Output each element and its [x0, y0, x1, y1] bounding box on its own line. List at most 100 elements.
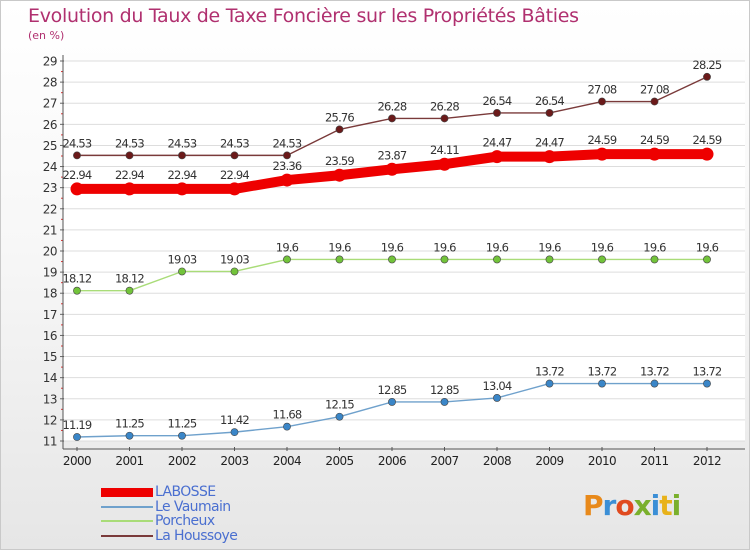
- x-tick-label: 2010: [588, 454, 616, 468]
- data-label-le-vaumain: 13.04: [483, 379, 512, 393]
- chart-title: Evolution du Taux de Taxe Foncière sur l…: [28, 5, 579, 27]
- y-tick-label: 22: [43, 202, 57, 216]
- x-tick-label: 2006: [378, 454, 406, 468]
- data-point-le-vaumain: [388, 398, 396, 406]
- data-label-le-vaumain: 13.72: [693, 365, 722, 379]
- data-label-porcheux: 19.6: [538, 240, 561, 254]
- data-point-la-houssoye: [493, 109, 501, 117]
- x-tick-label: 2007: [430, 454, 458, 468]
- data-label-la-houssoye: 24.53: [220, 136, 249, 150]
- data-point-porcheux: [703, 255, 711, 264]
- legend-swatch: [101, 520, 153, 522]
- logo-letter: i: [671, 489, 682, 522]
- data-point-le-vaumain: [545, 379, 554, 388]
- legend-label: Porcheux: [155, 513, 215, 529]
- data-label-le-vaumain: 11.42: [220, 413, 249, 427]
- logo-letter: r: [602, 489, 617, 522]
- legend-label: Le Vaumain: [155, 498, 231, 515]
- y-tick-label: 28: [43, 76, 57, 90]
- data-point-la-houssoye: [650, 97, 659, 106]
- data-point-porcheux: [388, 255, 396, 264]
- legend-swatch: [101, 487, 153, 497]
- data-label-porcheux: 18.12: [63, 272, 92, 286]
- data-label-labosse: 22.94: [168, 168, 197, 182]
- data-point-le-vaumain: [283, 422, 291, 431]
- data-point-labosse: [700, 147, 714, 161]
- data-point-la-houssoye: [388, 114, 396, 123]
- data-point-porcheux: [493, 255, 501, 264]
- y-tick-label: 11: [43, 435, 57, 449]
- data-point-la-houssoye: [598, 97, 606, 106]
- data-label-porcheux: 19.6: [486, 240, 509, 254]
- data-label-porcheux: 19.03: [220, 252, 249, 266]
- y-tick-label: 23: [43, 181, 57, 195]
- data-point-porcheux: [283, 255, 291, 264]
- data-label-le-vaumain: 13.72: [588, 365, 617, 379]
- data-point-porcheux: [650, 255, 659, 264]
- data-label-le-vaumain: 13.72: [535, 365, 564, 379]
- data-label-la-houssoye: 24.53: [115, 136, 144, 150]
- data-label-la-houssoye: 28.25: [693, 58, 722, 72]
- data-point-porcheux: [545, 255, 554, 264]
- x-tick-label: 2011: [640, 454, 668, 468]
- data-point-la-houssoye: [125, 151, 134, 160]
- data-point-la-houssoye: [230, 151, 239, 160]
- data-label-labosse: 24.47: [483, 136, 512, 150]
- data-point-labosse: [228, 182, 241, 196]
- data-label-porcheux: 19.6: [643, 240, 666, 254]
- data-label-le-vaumain: 11.68: [273, 408, 302, 422]
- logo-letter: i: [650, 489, 661, 522]
- data-point-labosse: [333, 168, 346, 182]
- data-point-porcheux: [178, 267, 186, 276]
- data-label-le-vaumain: 13.72: [640, 365, 669, 379]
- x-tick-label: 2008: [483, 454, 511, 468]
- data-label-le-vaumain: 11.19: [63, 418, 92, 432]
- logo-letter: t: [659, 489, 672, 522]
- data-label-le-vaumain: 12.85: [430, 383, 459, 397]
- data-label-la-houssoye: 24.53: [273, 136, 302, 150]
- logo-letter: P: [583, 489, 604, 522]
- data-label-la-houssoye: 24.53: [168, 136, 197, 150]
- logo-letter: x: [633, 489, 652, 522]
- data-label-labosse: 24.47: [535, 136, 564, 150]
- data-point-porcheux: [230, 267, 239, 276]
- data-label-labosse: 24.11: [430, 143, 459, 157]
- data-point-labosse: [438, 157, 451, 171]
- data-label-labosse: 22.94: [115, 168, 144, 182]
- data-label-la-houssoye: 26.54: [535, 94, 564, 108]
- data-point-le-vaumain: [73, 433, 81, 441]
- data-point-le-vaumain: [125, 431, 134, 440]
- x-tick-label: 2012: [693, 454, 721, 468]
- data-point-porcheux: [335, 255, 344, 264]
- data-label-labosse: 22.94: [220, 168, 249, 182]
- y-tick-label: 12: [43, 413, 57, 427]
- data-label-labosse: 24.59: [693, 133, 722, 147]
- data-point-la-houssoye: [703, 72, 711, 81]
- data-label-la-houssoye: 26.28: [430, 99, 459, 113]
- data-point-porcheux: [125, 286, 134, 295]
- legend-swatch: [101, 534, 153, 537]
- data-label-le-vaumain: 12.15: [325, 398, 354, 412]
- data-label-le-vaumain: 11.25: [115, 417, 144, 431]
- legend-swatch: [101, 505, 153, 508]
- data-label-porcheux: 19.6: [591, 240, 614, 254]
- data-label-porcheux: 19.03: [168, 252, 197, 266]
- data-point-la-houssoye: [178, 151, 186, 160]
- data-point-labosse: [543, 150, 556, 164]
- data-label-labosse: 24.59: [588, 133, 617, 147]
- data-label-porcheux: 19.6: [328, 240, 351, 254]
- data-point-la-houssoye: [335, 125, 344, 134]
- data-point-le-vaumain: [703, 379, 711, 388]
- legend-label: LABOSSE: [155, 484, 216, 500]
- data-point-le-vaumain: [440, 398, 449, 406]
- data-label-labosse: 24.59: [640, 133, 669, 147]
- data-point-porcheux: [598, 255, 606, 264]
- data-point-la-houssoye: [73, 151, 81, 160]
- data-point-labosse: [385, 162, 399, 176]
- y-tick-label: 27: [43, 97, 57, 111]
- data-label-la-houssoye: 26.54: [483, 94, 512, 108]
- data-point-labosse: [490, 150, 504, 164]
- data-label-labosse: 23.36: [273, 159, 302, 173]
- data-label-labosse: 23.87: [378, 148, 407, 162]
